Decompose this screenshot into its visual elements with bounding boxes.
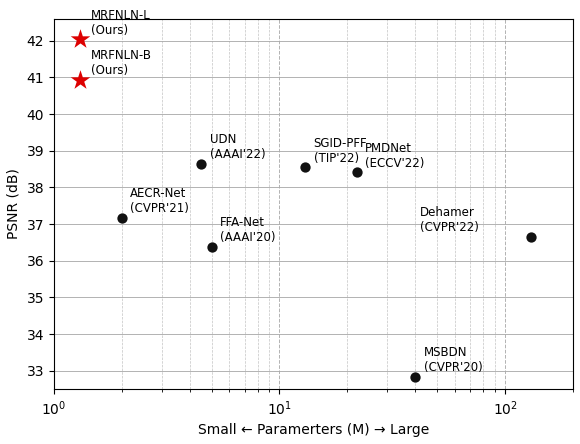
Y-axis label: PSNR (dB): PSNR (dB) <box>7 169 21 239</box>
Point <box>526 233 535 240</box>
Point <box>411 373 420 380</box>
Point <box>207 243 216 250</box>
Text: MRFNLN-B
(Ours): MRFNLN-B (Ours) <box>90 49 151 77</box>
Text: SGID-PFF
(TIP'22): SGID-PFF (TIP'22) <box>314 136 367 165</box>
Point <box>75 36 84 43</box>
X-axis label: Small ← Paramerters (M) → Large: Small ← Paramerters (M) → Large <box>198 423 429 437</box>
Text: Dehamer
(CVPR'22): Dehamer (CVPR'22) <box>420 206 478 234</box>
Point <box>197 160 206 167</box>
Point <box>352 169 361 176</box>
Point <box>117 214 126 222</box>
Text: MSBDN
(CVPR'20): MSBDN (CVPR'20) <box>423 346 483 374</box>
Text: FFA-Net
(AAAI'20): FFA-Net (AAAI'20) <box>220 216 276 244</box>
Text: MRFNLN-L
(Ours): MRFNLN-L (Ours) <box>90 8 150 36</box>
Point <box>300 164 310 171</box>
Point <box>75 76 84 83</box>
Text: AECR-Net
(CVPR'21): AECR-Net (CVPR'21) <box>130 187 189 215</box>
Text: PMDNet
(ECCV'22): PMDNet (ECCV'22) <box>365 142 425 170</box>
Text: UDN
(AAAI'22): UDN (AAAI'22) <box>209 133 265 161</box>
